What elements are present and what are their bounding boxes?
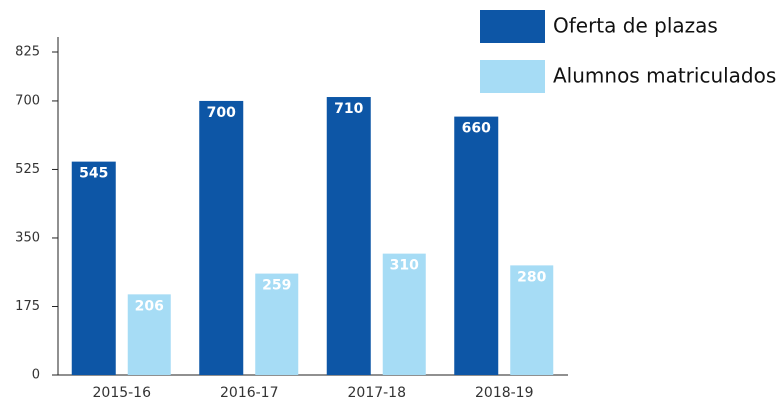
legend-label: Oferta de plazas	[553, 14, 718, 38]
x-tick-label: 2016-17	[220, 385, 279, 401]
x-tick-label: 2018-19	[475, 385, 534, 401]
y-tick-label: 700	[15, 93, 40, 108]
bar	[510, 265, 554, 375]
legend-label: Alumnos matriculados	[553, 64, 776, 88]
bar	[326, 97, 371, 376]
legend-swatch	[480, 60, 545, 93]
value-label: 545	[79, 166, 108, 182]
legend-swatch	[480, 10, 545, 43]
y-tick-label: 525	[15, 162, 40, 177]
x-tick-label: 2017-18	[348, 385, 407, 401]
y-tick-label: 825	[15, 45, 40, 60]
value-label: 660	[462, 121, 491, 137]
value-label: 259	[262, 278, 291, 294]
value-label: 310	[390, 258, 419, 274]
bar	[255, 273, 299, 375]
bar	[127, 294, 171, 375]
value-label: 280	[517, 269, 546, 285]
x-tick-label: 2015-16	[93, 385, 152, 401]
value-label: 700	[207, 105, 236, 121]
bar	[454, 116, 499, 375]
bar	[199, 100, 244, 375]
bar	[71, 161, 116, 375]
value-label: 206	[135, 298, 164, 314]
y-tick-label: 0	[32, 368, 40, 383]
value-label: 710	[334, 101, 363, 117]
y-tick-label: 350	[15, 230, 40, 245]
y-tick-label: 175	[15, 299, 40, 314]
bar	[382, 253, 426, 375]
